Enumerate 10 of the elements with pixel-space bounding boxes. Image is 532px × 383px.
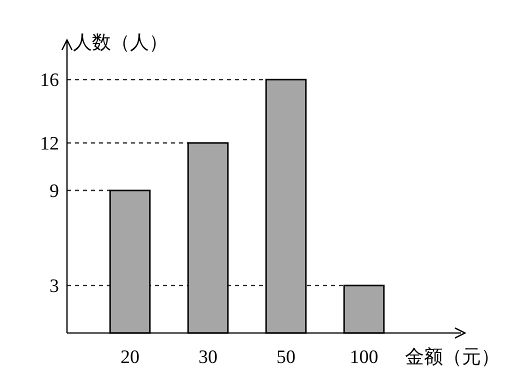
- y-tick-label: 9: [50, 181, 59, 202]
- x-tick-label: 100: [350, 347, 378, 368]
- x-axis-title: 金额（元）: [405, 346, 500, 368]
- y-axis-title: 人数（人）: [73, 32, 168, 54]
- x-tick-label: 30: [198, 347, 218, 368]
- x-tick-label: 20: [120, 347, 140, 368]
- y-tick-label: 16: [40, 70, 59, 92]
- y-tick-label: 3: [50, 276, 59, 298]
- y-tick-label: 12: [40, 134, 59, 155]
- x-tick-label: 50: [276, 347, 296, 368]
